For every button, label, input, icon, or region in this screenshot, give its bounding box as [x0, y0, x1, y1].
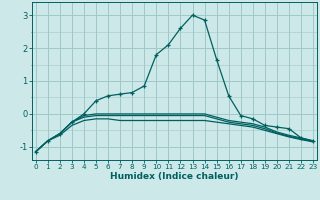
X-axis label: Humidex (Indice chaleur): Humidex (Indice chaleur): [110, 172, 239, 181]
